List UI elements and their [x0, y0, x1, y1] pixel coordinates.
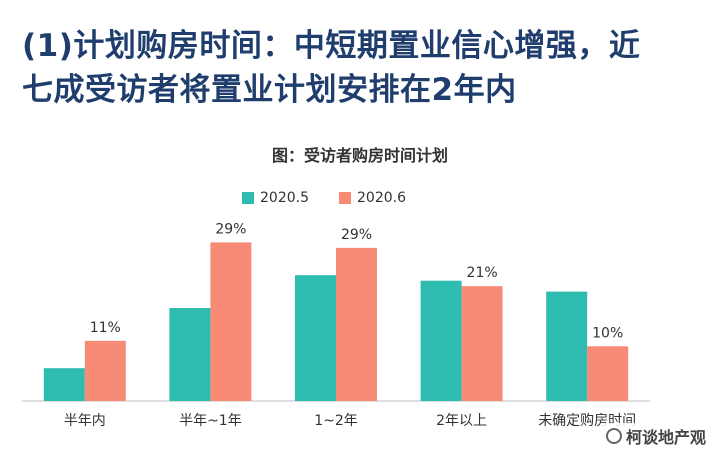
legend-label-series-1: 2020.5: [260, 190, 309, 206]
data-label-series-2-cat-2: 29%: [215, 221, 246, 237]
heading-line-1: (1)计划购房时间：中短期置业信心增强，近: [22, 28, 641, 64]
bar-series-2-cat-1: [84, 340, 126, 401]
wechat-icon: [605, 428, 622, 444]
legend-label-series-2: 2020.6: [357, 190, 406, 206]
data-label-series-2-cat-5: 10%: [592, 325, 623, 341]
heading-line-2: 七成受访者将置业计划安排在2年内: [22, 72, 517, 108]
watermark-text: 柯谈地产观: [625, 428, 706, 447]
x-tick-label-4: 2年以上: [436, 413, 487, 429]
x-tick-label-3: 1~2年: [314, 413, 358, 429]
bar-series-1-cat-5: [546, 291, 588, 401]
bar-series-1-cat-3: [295, 275, 336, 401]
bar-series-2-cat-5: [587, 346, 629, 401]
data-label-series-2-cat-1: 11%: [90, 320, 121, 336]
bar-series-1-cat-4: [420, 280, 462, 401]
x-tick-label-1: 半年内: [64, 413, 106, 429]
data-label-series-2-cat-4: 21%: [467, 265, 498, 281]
legend-swatch-series-2: [339, 192, 351, 204]
legend-item-series-2: 2020.6: [339, 190, 406, 206]
data-label-series-2-cat-3: 29%: [341, 227, 372, 243]
bar-series-2-cat-2: [210, 242, 252, 401]
bar-series-2-cat-4: [461, 286, 503, 401]
legend-item-series-1: 2020.5: [242, 190, 309, 206]
legend-swatch-series-1: [242, 192, 254, 204]
bar-series-1-cat-2: [169, 308, 211, 401]
page-heading: (1)计划购房时间：中短期置业信心增强，近 七成受访者将置业计划安排在2年内: [22, 24, 712, 112]
bar-series-2-cat-3: [336, 247, 377, 401]
chart-legend: 2020.5 2020.6: [242, 188, 436, 208]
chart-title: 图：受访者购房时间计划: [271, 146, 448, 165]
x-tick-label-2: 半年~1年: [179, 413, 242, 429]
watermark: 柯谈地产观: [601, 423, 710, 449]
bar-series-1-cat-1: [43, 368, 85, 401]
